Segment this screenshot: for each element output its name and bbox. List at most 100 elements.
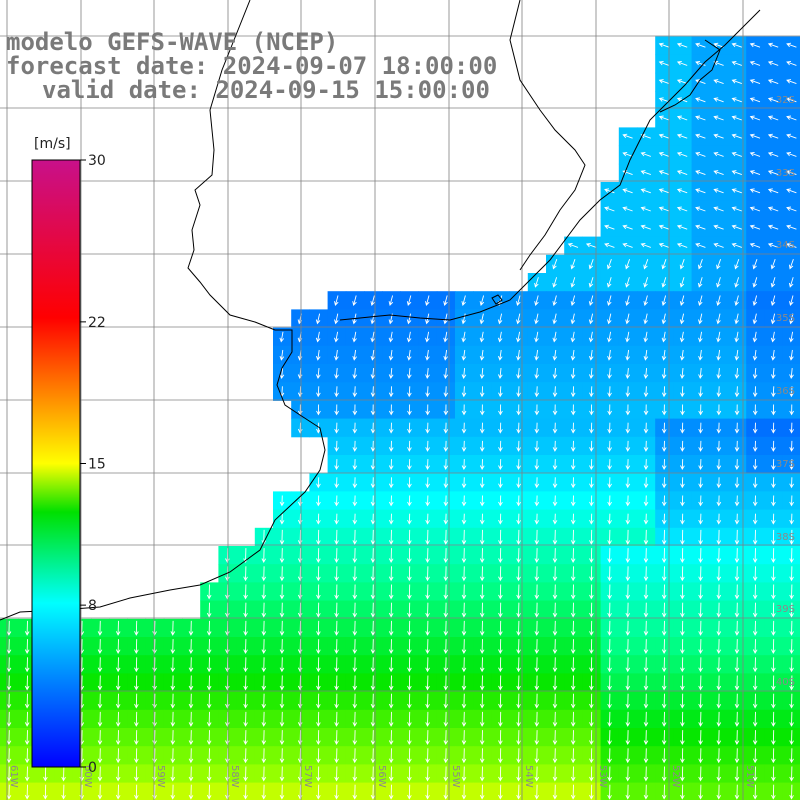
wind-arrow [570, 513, 576, 525]
wind-arrow [498, 422, 503, 434]
wind-arrow [752, 730, 758, 746]
wind-arrow [570, 711, 576, 727]
wind-arrow [279, 368, 285, 380]
wind-arrow [498, 766, 503, 782]
wind-arrow [334, 368, 339, 380]
wind-arrow [698, 639, 703, 655]
wind-arrow [352, 477, 358, 489]
wind-arrow [789, 548, 794, 564]
wind-arrow [134, 693, 139, 709]
wind-arrow [752, 313, 758, 325]
wind-arrow [552, 459, 558, 471]
wind-arrow [676, 79, 688, 85]
wind-arrow [716, 331, 721, 343]
wind-arrow [680, 422, 685, 434]
wind-arrow [771, 440, 776, 452]
wind-arrow [370, 440, 376, 452]
wind-arrow [661, 513, 667, 525]
wind-arrow [534, 422, 540, 434]
wind-arrow [625, 693, 631, 709]
wind-arrow [479, 584, 485, 600]
wind-arrow [443, 675, 449, 691]
wind-arrow [734, 277, 740, 288]
wind-arrow [24, 711, 30, 727]
wind-arrow [570, 584, 576, 600]
wind-arrow [752, 513, 758, 525]
wind-arrow [589, 620, 594, 636]
wind-arrow [188, 657, 194, 673]
wind-arrow [334, 459, 339, 471]
wind-arrow [534, 313, 539, 325]
wind-arrow [352, 513, 358, 525]
wind-arrow [752, 548, 758, 564]
wind-arrow [734, 675, 740, 691]
wind-arrow [261, 730, 267, 746]
wind-arrow [643, 386, 649, 398]
wind-arrow [713, 60, 724, 66]
wind-arrow [479, 513, 485, 525]
wind-arrow [479, 313, 485, 325]
wind-arrow [786, 79, 797, 85]
wind-arrow [461, 459, 467, 471]
wind-arrow [789, 386, 794, 398]
wind-arrow [604, 242, 615, 248]
wind-arrow [516, 386, 521, 398]
wind-arrow [589, 602, 594, 618]
wind-arrow [661, 386, 667, 398]
wind-arrow [534, 748, 540, 764]
wind-arrow [461, 639, 467, 655]
wind-arrow [206, 693, 212, 709]
wind-arrow [97, 766, 103, 782]
wind-arrow [6, 784, 12, 800]
wind-arrow [789, 477, 794, 489]
wind-arrow [771, 766, 776, 782]
wind-arrow [443, 313, 448, 325]
wind-arrow [661, 639, 667, 655]
wind-arrow [425, 602, 430, 618]
colorbar-tick-label: 15 [88, 457, 106, 473]
wind-arrow [516, 548, 521, 564]
wind-arrow [731, 42, 742, 48]
wind-arrow [261, 548, 267, 564]
wind-arrow [352, 295, 357, 307]
wind-arrow [771, 748, 776, 764]
wind-arrow [352, 349, 357, 361]
wind-arrow [334, 602, 339, 618]
wind-arrow [661, 620, 667, 636]
wind-arrow [767, 206, 779, 212]
wind-arrow [698, 331, 703, 343]
wind-arrow [588, 277, 594, 288]
wind-arrow [443, 693, 449, 709]
wind-arrow [752, 477, 758, 489]
wind-arrow [479, 422, 485, 434]
wind-arrow [352, 495, 358, 507]
wind-arrow [752, 748, 758, 764]
wind-arrow [97, 693, 103, 709]
wind-arrow [731, 97, 742, 103]
wind-arrow [261, 620, 267, 636]
wind-arrow [771, 422, 776, 434]
wind-arrow [170, 639, 176, 655]
wind-arrow [61, 766, 66, 782]
wind-arrow [786, 97, 797, 103]
wind-arrow [695, 42, 706, 48]
wind-arrow [786, 115, 797, 121]
wind-arrow [713, 170, 724, 176]
wind-arrow [24, 766, 30, 782]
wind-arrow [789, 349, 794, 361]
wind-arrow [786, 151, 797, 157]
wind-arrow [552, 295, 557, 307]
wind-arrow [734, 513, 740, 525]
wind-arrow [334, 295, 339, 307]
latitude-label: 37S [776, 459, 795, 470]
wind-arrow [661, 459, 667, 471]
wind-arrow [713, 133, 724, 139]
wind-arrow [534, 349, 539, 361]
wind-arrow [716, 277, 721, 288]
wind-arrow [786, 242, 797, 248]
wind-arrow [625, 495, 631, 507]
wind-arrow [789, 404, 794, 416]
wind-arrow [479, 784, 485, 800]
wind-arrow [388, 331, 394, 343]
wind-arrow [79, 784, 85, 800]
